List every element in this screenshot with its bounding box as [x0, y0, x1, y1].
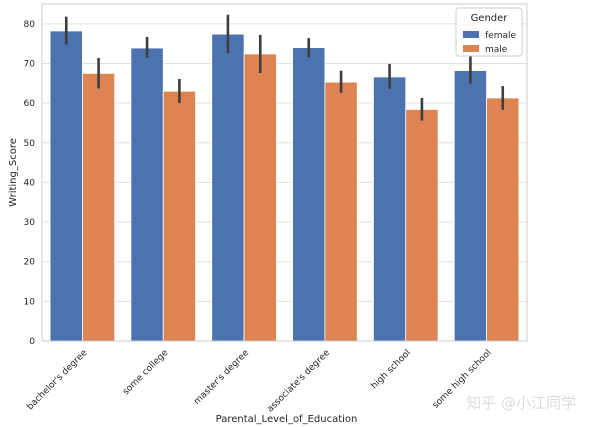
legend-label-female: female: [485, 31, 516, 41]
bar-male: [162, 90, 196, 342]
bar-male: [82, 72, 116, 342]
x-tick-label: master's degree: [192, 348, 251, 407]
legend-swatch-male: [463, 45, 479, 52]
bar-male: [405, 109, 439, 342]
y-tick-label: 40: [24, 178, 36, 188]
y-axis-label: Writing_Score: [8, 138, 19, 207]
y-tick-label: 20: [24, 258, 36, 268]
bar-female: [211, 33, 245, 342]
y-tick-labels: 0 10 20 30 40 50 60 70 80: [24, 20, 36, 347]
y-tick-label: 0: [29, 337, 35, 347]
legend-label-male: male: [485, 45, 508, 55]
y-gridlines: [42, 23, 527, 342]
axes: [41, 3, 528, 342]
x-axis-label: Parental_Level_of_Education: [216, 414, 358, 425]
bar-female: [130, 47, 164, 342]
y-tick-label: 30: [24, 218, 36, 228]
legend-swatch-female: [463, 31, 479, 38]
watermark: 知乎 @小江同学: [466, 394, 576, 412]
bar-female: [373, 76, 407, 342]
x-tick-label: high school: [369, 348, 412, 391]
y-tick-label: 50: [24, 139, 36, 149]
y-tick-label: 70: [24, 59, 36, 69]
legend-box: [455, 7, 523, 57]
legend-items: female male: [463, 31, 516, 55]
legend-title: Gender: [471, 13, 509, 24]
y-tick-label: 60: [24, 99, 36, 109]
bar-female: [49, 30, 83, 342]
plot-frame: [41, 3, 528, 342]
y-tick-label: 80: [24, 20, 36, 30]
error-bars: [64, 14, 505, 121]
bar-female: [292, 47, 326, 342]
x-tick-labels: bachelor's degree some college master's de…: [25, 348, 493, 415]
bar-female: [453, 70, 487, 342]
bar-male: [486, 97, 520, 342]
bar-male: [243, 53, 277, 342]
y-tick-label: 10: [24, 297, 36, 307]
bar-male: [324, 81, 358, 342]
bars: [49, 30, 520, 342]
x-tick-label: associate's degree: [266, 348, 333, 415]
legend: Gender female male: [455, 7, 523, 57]
x-tick-label: bachelor's degree: [25, 348, 89, 412]
x-tick-label: some college: [121, 348, 171, 398]
